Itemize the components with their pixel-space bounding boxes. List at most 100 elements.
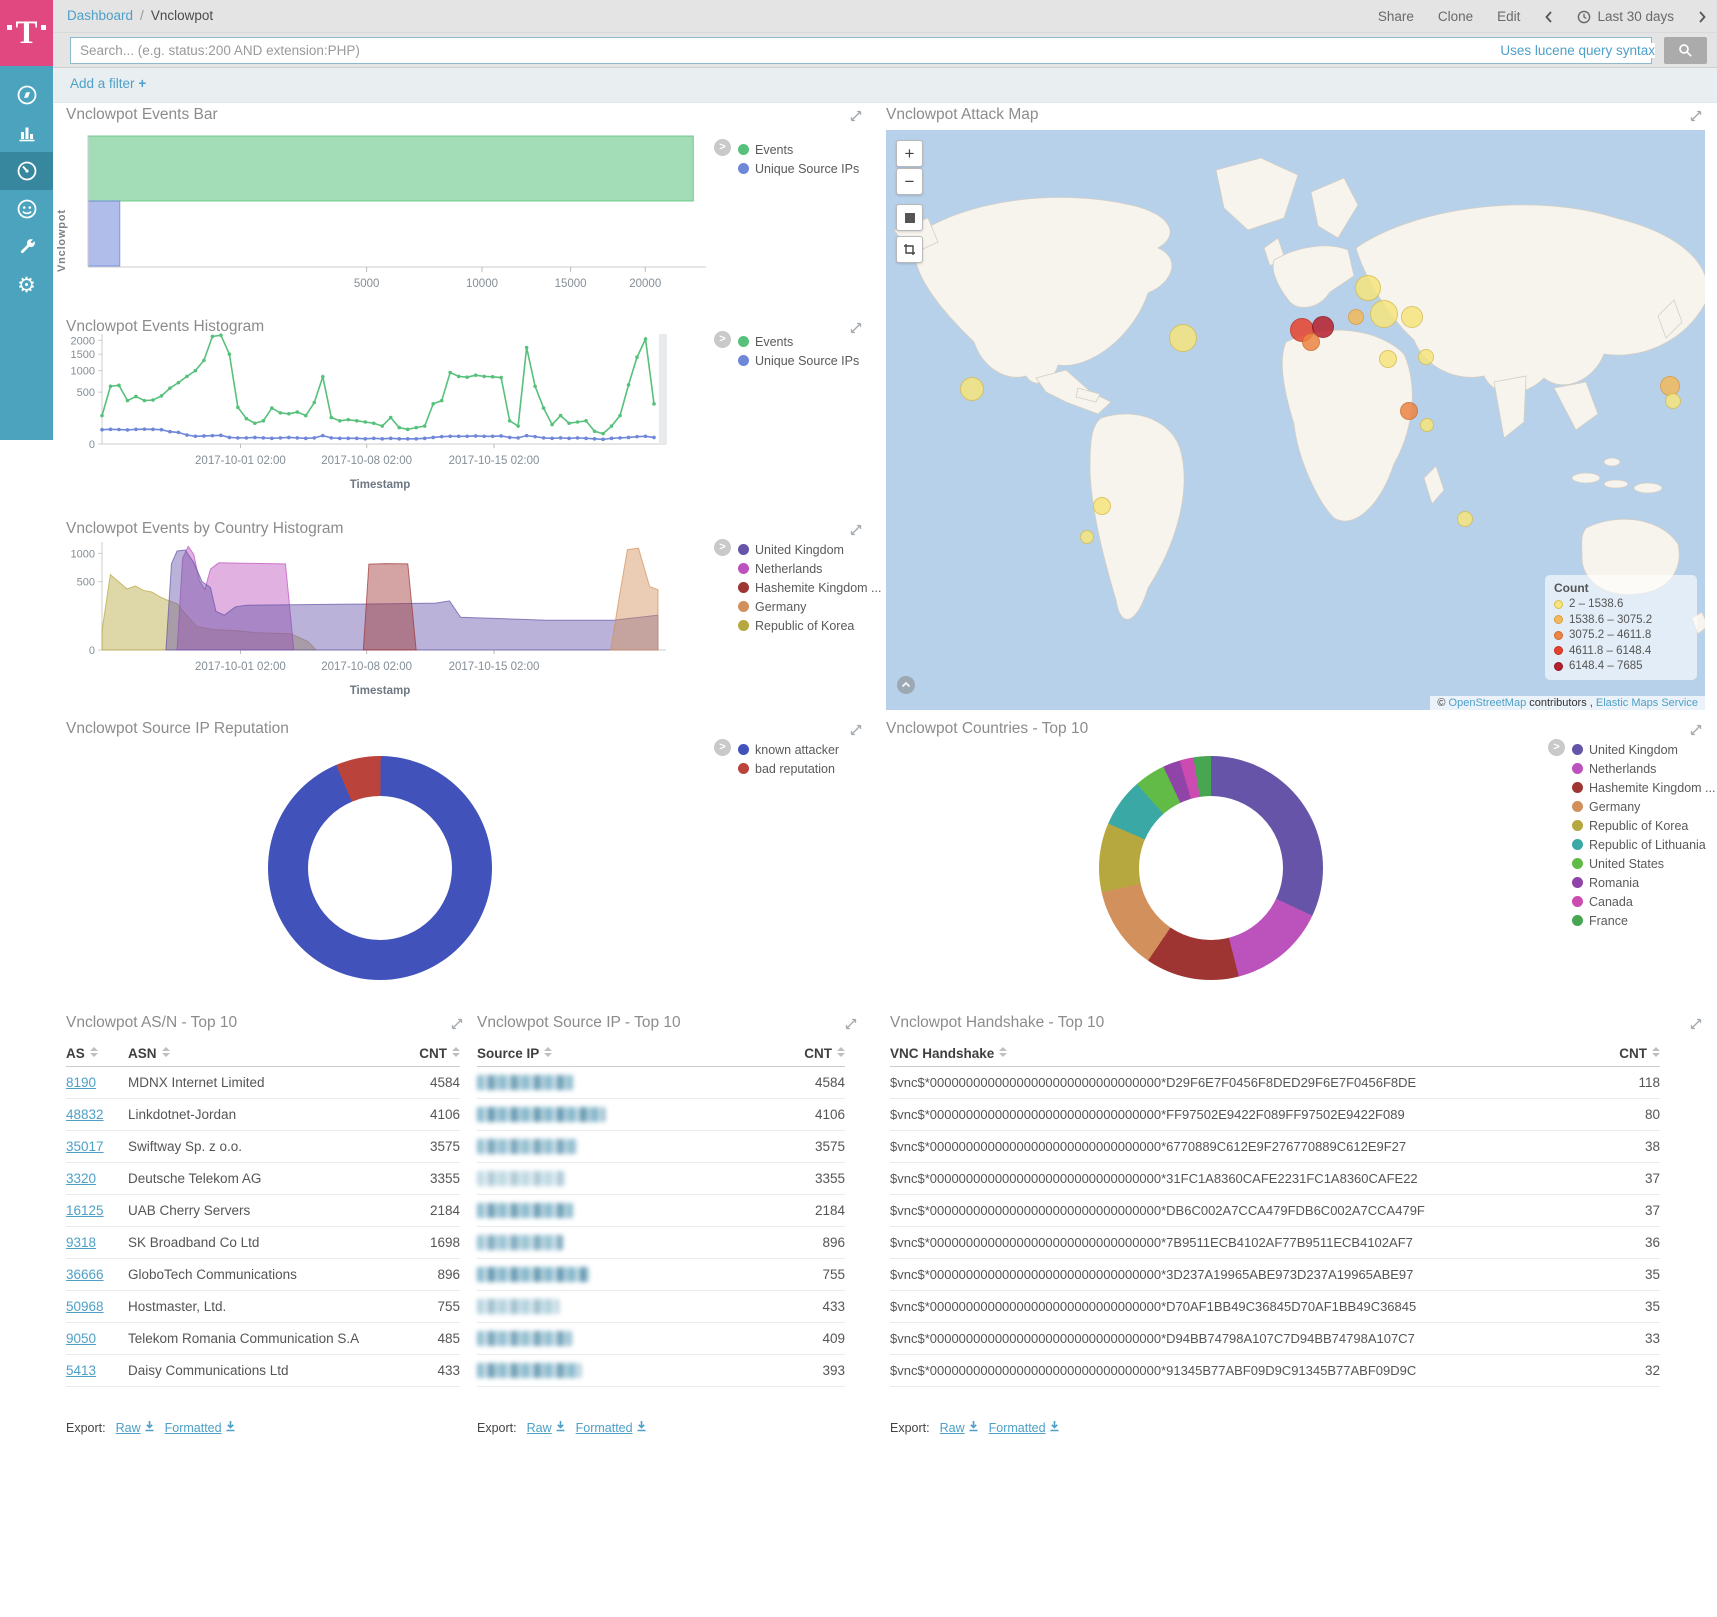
legend-toggle-icon[interactable]: >: [1548, 739, 1565, 756]
sort-icon[interactable]: [452, 1046, 460, 1057]
export-formatted-link[interactable]: Formatted: [576, 1420, 647, 1435]
expand-icon[interactable]: [1690, 1017, 1702, 1030]
export-raw-link[interactable]: Raw: [527, 1420, 566, 1435]
column-header[interactable]: VNC Handshake: [890, 1046, 1602, 1061]
map-bubble[interactable]: [1348, 309, 1365, 326]
ems-link[interactable]: Elastic Maps Service: [1595, 697, 1698, 709]
export-raw-link[interactable]: Raw: [940, 1420, 979, 1435]
map-bubble[interactable]: [1665, 392, 1682, 409]
map-bubble[interactable]: [1169, 324, 1198, 353]
legend-item[interactable]: known attacker: [738, 740, 839, 759]
map-bubble[interactable]: [1400, 401, 1419, 420]
map-bubble[interactable]: [1369, 300, 1398, 329]
expand-icon[interactable]: [850, 321, 862, 334]
attack-map[interactable]: + − Count 2 – 1538.6 1538.6 – 3075.2 3075.2…: [886, 130, 1705, 710]
column-header[interactable]: ASN: [128, 1046, 390, 1061]
sort-icon[interactable]: [161, 1046, 170, 1057]
legend-toggle-icon[interactable]: >: [714, 739, 731, 756]
column-header[interactable]: CNT: [757, 1046, 845, 1061]
legend-item[interactable]: Republic of Korea: [738, 616, 881, 635]
share-button[interactable]: Share: [1377, 9, 1414, 24]
legend-item[interactable]: United States: [1572, 854, 1715, 873]
sort-icon[interactable]: [1652, 1046, 1660, 1057]
expand-icon[interactable]: [845, 1017, 857, 1030]
as-number-link[interactable]: 9318: [66, 1235, 97, 1250]
legend-item[interactable]: Unique Source IPs: [738, 159, 859, 178]
sort-icon[interactable]: [544, 1046, 553, 1057]
time-back-button[interactable]: [1544, 10, 1553, 24]
map-zoom-in-button[interactable]: +: [896, 140, 923, 167]
map-bubble[interactable]: [959, 376, 984, 401]
legend-item[interactable]: Romania: [1572, 873, 1715, 892]
map-bubble[interactable]: [1400, 306, 1423, 329]
map-bubble[interactable]: [1355, 275, 1382, 302]
search-button[interactable]: [1664, 37, 1707, 64]
add-filter-link[interactable]: Add a filter +: [70, 76, 146, 91]
as-number-link[interactable]: 8190: [66, 1075, 97, 1090]
sidebar-item-discover[interactable]: [0, 76, 53, 114]
as-number-link[interactable]: 36666: [66, 1267, 104, 1282]
clone-button[interactable]: Clone: [1437, 9, 1474, 24]
export-formatted-link[interactable]: Formatted: [165, 1420, 236, 1435]
sort-icon[interactable]: [837, 1046, 845, 1057]
map-recenter-button[interactable]: [896, 675, 916, 700]
legend-item[interactable]: Netherlands: [1572, 759, 1715, 778]
map-bubble[interactable]: [1417, 349, 1434, 366]
reputation-donut-chart[interactable]: [268, 756, 492, 980]
sort-icon[interactable]: [89, 1046, 98, 1057]
column-header[interactable]: CNT: [1602, 1046, 1660, 1061]
legend-item[interactable]: Germany: [738, 597, 881, 616]
column-header[interactable]: Source IP: [477, 1046, 757, 1061]
legend-item[interactable]: Germany: [1572, 797, 1715, 816]
as-number-link[interactable]: 35017: [66, 1139, 104, 1154]
as-number-link[interactable]: 16125: [66, 1203, 104, 1218]
legend-toggle-icon[interactable]: >: [714, 539, 731, 556]
as-number-link[interactable]: 9050: [66, 1331, 97, 1346]
legend-item[interactable]: Events: [738, 332, 859, 351]
map-draw-rectangle-button[interactable]: [896, 236, 923, 263]
legend-item[interactable]: United Kingdom: [1572, 740, 1715, 759]
expand-icon[interactable]: [1690, 723, 1702, 736]
sidebar-item-management[interactable]: ⚙: [0, 266, 53, 304]
map-bubble[interactable]: [1312, 316, 1335, 339]
map-bubble[interactable]: [1302, 333, 1321, 352]
telekom-logo[interactable]: T: [0, 0, 53, 66]
map-fit-button[interactable]: [896, 204, 923, 231]
expand-icon[interactable]: [850, 723, 862, 736]
edit-button[interactable]: Edit: [1497, 9, 1521, 24]
export-raw-link[interactable]: Raw: [116, 1420, 155, 1435]
expand-icon[interactable]: [451, 1017, 463, 1030]
legend-item[interactable]: Events: [738, 140, 859, 159]
sidebar-item-dashboard[interactable]: [0, 152, 53, 190]
legend-item[interactable]: Hashemite Kingdom ...: [738, 578, 881, 597]
time-range-picker[interactable]: Last 30 days: [1577, 9, 1674, 24]
map-bubble[interactable]: [1419, 418, 1434, 433]
events-histogram-chart[interactable]: 0 500 1000 1500 2000 2017-10-01 02:00 2017-10-…: [66, 330, 714, 492]
legend-item[interactable]: France: [1572, 911, 1715, 930]
map-bubble[interactable]: [1093, 496, 1112, 515]
breadcrumb-dashboard-link[interactable]: Dashboard: [67, 8, 134, 23]
expand-icon[interactable]: [850, 523, 862, 536]
legend-item[interactable]: Netherlands: [738, 559, 881, 578]
as-number-link[interactable]: 5413: [66, 1363, 97, 1378]
column-header[interactable]: AS: [66, 1046, 128, 1061]
osm-link[interactable]: OpenStreetMap: [1448, 697, 1527, 709]
map-zoom-out-button[interactable]: −: [896, 168, 923, 195]
time-forward-button[interactable]: [1698, 10, 1707, 24]
legend-item[interactable]: bad reputation: [738, 759, 839, 778]
legend-item[interactable]: Republic of Korea: [1572, 816, 1715, 835]
as-number-link[interactable]: 48832: [66, 1107, 104, 1122]
country-histogram-chart[interactable]: 0 500 1000 2017-10-01 02:00 2017-10-08 02:00…: [66, 538, 714, 700]
sidebar-item-visualize[interactable]: [0, 114, 53, 152]
as-number-link[interactable]: 3320: [66, 1171, 97, 1186]
legend-item[interactable]: United Kingdom: [738, 540, 881, 559]
map-bubble[interactable]: [1457, 510, 1474, 527]
as-number-link[interactable]: 50968: [66, 1299, 104, 1314]
countries-donut-chart[interactable]: [1099, 756, 1323, 980]
map-bubble[interactable]: [1379, 349, 1398, 368]
legend-toggle-icon[interactable]: >: [714, 139, 731, 156]
expand-icon[interactable]: [1690, 109, 1702, 122]
sidebar-item-dev-tools[interactable]: [0, 228, 53, 266]
search-input[interactable]: [70, 37, 1652, 64]
lucene-syntax-link[interactable]: Uses lucene query syntax: [1494, 43, 1655, 58]
